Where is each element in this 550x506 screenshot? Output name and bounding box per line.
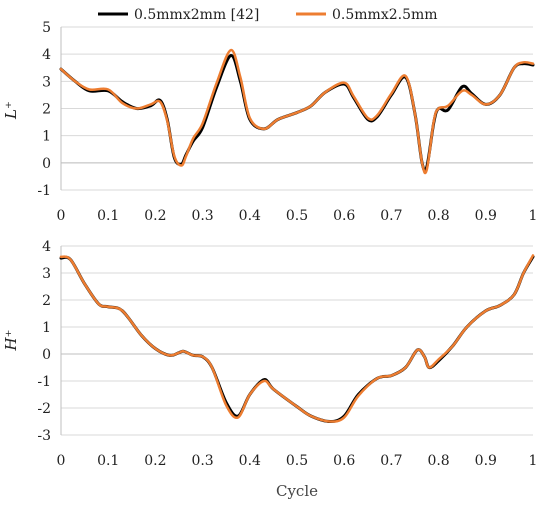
x-tick-label-hplus-4: 0.4 xyxy=(239,453,261,469)
x-tick-label-lplus-7: 0.7 xyxy=(380,208,402,224)
series-line-hplus-1 xyxy=(59,255,535,423)
x-tick-label-hplus-5: 0.5 xyxy=(286,453,308,469)
y-axis-label-lplus: L⁺ xyxy=(2,101,20,120)
x-tick-label-hplus-6: 0.6 xyxy=(333,453,355,469)
x-tick-label-lplus-5: 0.5 xyxy=(286,208,308,224)
legend: 0.5mmx2mm [42] 0.5mmx2.5mm xyxy=(98,7,438,23)
x-tick-label-lplus-10: 1 xyxy=(529,208,538,224)
x-tick-label-lplus-3: 0.3 xyxy=(191,208,213,224)
y-tick-label-lplus-0: -1 xyxy=(37,183,51,199)
x-tick-label-hplus-2: 0.2 xyxy=(144,453,166,469)
y-tick-label-lplus-2: 1 xyxy=(42,129,51,145)
y-tick-label-lplus-6: 5 xyxy=(42,20,51,36)
x-tick-label-hplus-1: 0.1 xyxy=(97,453,119,469)
x-tick-label-hplus-7: 0.7 xyxy=(380,453,402,469)
x-tick-label-hplus-10: 1 xyxy=(529,453,538,469)
x-tick-label-lplus-9: 0.9 xyxy=(475,208,497,224)
x-tick-label-hplus-0: 0 xyxy=(57,453,66,469)
x-tick-label-lplus-2: 0.2 xyxy=(144,208,166,224)
series-line-lplus-2 xyxy=(59,48,535,175)
y-tick-label-hplus-3: 0 xyxy=(42,347,51,363)
y-tick-label-hplus-0: -3 xyxy=(37,428,51,444)
x-tick-label-hplus-9: 0.9 xyxy=(475,453,497,469)
y-tick-label-lplus-4: 3 xyxy=(42,74,51,90)
x-tick-label-hplus-8: 0.8 xyxy=(427,453,449,469)
y-tick-label-hplus-1: -2 xyxy=(37,401,51,417)
x-tick-label-lplus-1: 0.1 xyxy=(97,208,119,224)
legend-label-series-1: 0.5mmx2mm [42] xyxy=(134,7,259,23)
y-axis-label-hplus: H⁺ xyxy=(2,330,20,352)
x-tick-label-lplus-6: 0.6 xyxy=(333,208,355,224)
y-tick-label-hplus-4: 1 xyxy=(42,320,51,336)
x-axis-label: Cycle xyxy=(276,482,318,500)
y-tick-label-lplus-5: 4 xyxy=(42,47,51,63)
y-tick-label-lplus-1: 0 xyxy=(42,156,51,172)
x-tick-label-lplus-8: 0.8 xyxy=(427,208,449,224)
chart-panel-hplus: -3 -2 -1 0 1 2 3 4 0 0.1 0.2 0.3 0.4 0.5 0.6 0.7 0.8 0.9 1 xyxy=(37,239,537,469)
y-tick-label-hplus-6: 3 xyxy=(42,266,51,282)
y-tick-label-lplus-3: 2 xyxy=(42,102,51,118)
y-tick-label-hplus-5: 2 xyxy=(42,293,51,309)
legend-label-series-2: 0.5mmx2.5mm xyxy=(332,7,438,23)
chart-panel-lplus: -1 0 1 2 3 4 5 0 0.1 0.2 0.3 0.4 0.5 0.6 0.7 0.8 0.9 1 xyxy=(37,20,537,224)
x-tick-label-lplus-4: 0.4 xyxy=(239,208,261,224)
series-line-hplus-2 xyxy=(59,254,535,423)
x-tick-label-lplus-0: 0 xyxy=(57,208,66,224)
y-tick-label-hplus-2: -1 xyxy=(37,374,51,390)
y-tick-label-hplus-7: 4 xyxy=(42,239,51,255)
x-tick-label-hplus-3: 0.3 xyxy=(191,453,213,469)
